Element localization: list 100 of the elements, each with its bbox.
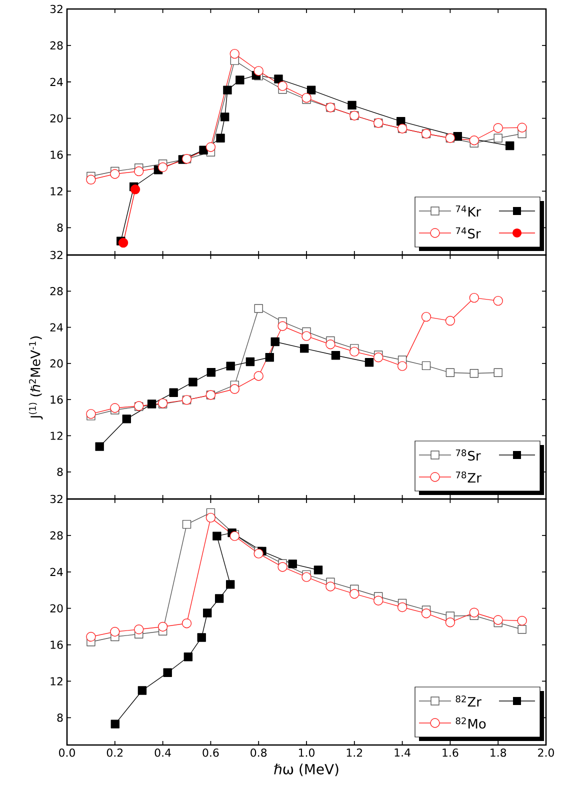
y-tick-label: 16 <box>50 150 63 159</box>
legend-label: $^{74}$Sr <box>456 227 481 239</box>
point <box>326 340 336 350</box>
point <box>203 608 212 618</box>
point <box>421 312 432 322</box>
point <box>138 686 147 695</box>
point <box>182 520 192 529</box>
x-tick-label: 0.8 <box>250 748 267 757</box>
legend-label: $^{78}$Sr <box>456 449 481 461</box>
point <box>110 626 120 637</box>
point <box>134 166 144 176</box>
point <box>494 134 502 142</box>
point <box>254 548 264 558</box>
y-tick-label: 16 <box>50 395 63 404</box>
point <box>216 134 225 142</box>
point <box>206 368 216 377</box>
point <box>110 169 120 179</box>
point <box>493 615 503 625</box>
x-tick-label: 0.4 <box>154 748 171 757</box>
y-tick-label: 20 <box>50 114 63 122</box>
y-tick-label: 28 <box>50 531 63 540</box>
point <box>254 304 263 313</box>
point <box>493 296 503 306</box>
x-tick-label: 0.2 <box>106 748 123 757</box>
point <box>493 123 503 133</box>
point <box>350 589 360 599</box>
point <box>226 580 235 589</box>
point <box>246 357 255 366</box>
point <box>206 142 216 152</box>
point <box>188 378 198 386</box>
y-tick-label: 8 <box>57 468 63 476</box>
point <box>300 344 309 353</box>
point <box>314 566 323 574</box>
point <box>350 346 360 357</box>
point <box>331 351 340 360</box>
y-tick-label: 8 <box>57 224 63 232</box>
point <box>469 292 480 303</box>
x-tick-label: 1.4 <box>394 748 410 757</box>
point <box>110 403 120 413</box>
y-tick-label: 12 <box>50 677 62 686</box>
point <box>445 618 456 628</box>
point <box>278 321 288 331</box>
point <box>397 361 408 371</box>
x-tick-label: 0.6 <box>202 748 219 757</box>
y-tick-label: 24 <box>50 323 63 332</box>
point <box>147 400 156 408</box>
y-tick-label: 8 <box>57 714 63 722</box>
point <box>254 66 264 76</box>
point <box>470 369 479 378</box>
y-axis-title: J$^{(1)}$ (ℏ$^{2}$MeV$^{-1}$) <box>28 336 43 420</box>
point <box>278 562 288 572</box>
point <box>517 616 527 626</box>
y-tick-label: 32 <box>50 494 62 504</box>
point <box>163 668 172 678</box>
point <box>374 596 384 606</box>
point <box>158 622 168 632</box>
point <box>278 81 288 91</box>
y-tick-label: 16 <box>50 640 63 649</box>
point <box>86 409 96 419</box>
legend-label: $^{82}$Zr <box>456 695 482 707</box>
point <box>505 141 514 150</box>
point <box>197 633 206 642</box>
point <box>130 184 140 194</box>
point <box>86 174 96 184</box>
point <box>422 361 431 370</box>
point <box>230 48 240 59</box>
y-tick-label: 12 <box>50 432 62 440</box>
point <box>254 371 264 381</box>
y-tick-label: 20 <box>50 359 63 368</box>
point <box>469 608 480 618</box>
x-tick-label: 1.6 <box>442 748 458 757</box>
y-tick-label: 28 <box>50 41 63 50</box>
y-tick-label: 24 <box>50 568 63 576</box>
point <box>122 414 131 424</box>
legend-label: $^{82}$Mo <box>456 717 486 729</box>
point <box>421 608 432 618</box>
point <box>326 582 336 592</box>
x-tick-label: 1.2 <box>346 748 362 757</box>
x-tick-label: 2.0 <box>538 748 554 757</box>
point <box>95 442 104 451</box>
point <box>364 358 374 367</box>
x-tick-label: 1.8 <box>490 748 506 757</box>
point <box>212 532 222 540</box>
y-tick-label: 12 <box>50 187 62 196</box>
y-tick-label: 32 <box>50 250 62 260</box>
point <box>214 594 224 603</box>
point <box>184 652 193 662</box>
point <box>494 368 502 378</box>
point <box>270 337 280 346</box>
point <box>302 572 312 582</box>
point <box>236 76 244 84</box>
point <box>517 122 527 132</box>
x-tick-label: 0.0 <box>59 748 75 757</box>
point <box>169 388 178 397</box>
legend-label: $^{74}$Kr <box>456 206 482 216</box>
point <box>288 560 297 568</box>
y-tick-label: 24 <box>50 78 63 86</box>
point <box>230 384 240 394</box>
y-tick-label: 32 <box>50 4 62 14</box>
point <box>158 162 168 172</box>
